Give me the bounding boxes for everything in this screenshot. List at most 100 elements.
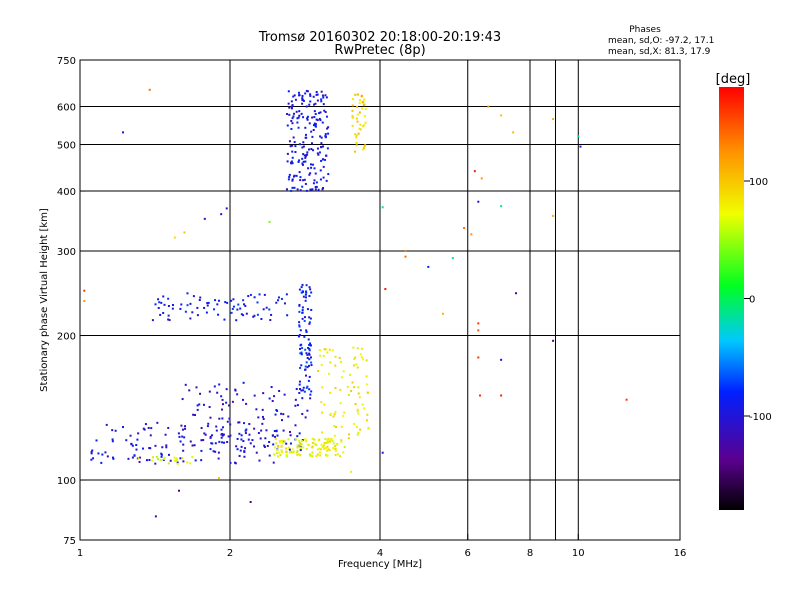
data-point <box>359 353 362 356</box>
data-point <box>173 456 176 459</box>
data-point <box>360 356 363 359</box>
data-point <box>278 451 281 454</box>
y-tick-label: 400 <box>57 187 76 198</box>
data-point <box>262 418 265 421</box>
data-point <box>189 317 192 320</box>
data-point <box>381 206 384 209</box>
data-point <box>334 386 337 389</box>
data-point <box>318 447 321 450</box>
data-point <box>292 450 295 453</box>
data-point <box>298 441 301 444</box>
data-point <box>296 404 299 407</box>
data-point <box>289 434 292 437</box>
data-point <box>340 440 343 443</box>
data-point <box>292 136 295 139</box>
data-point <box>307 364 310 367</box>
data-point <box>309 344 312 347</box>
data-point <box>300 389 303 392</box>
data-point <box>294 424 297 427</box>
data-point <box>154 303 157 306</box>
data-point <box>176 459 179 462</box>
data-point <box>305 361 308 364</box>
data-point <box>332 415 335 418</box>
data-point <box>158 301 161 304</box>
data-point <box>292 112 295 115</box>
data-point <box>301 317 304 320</box>
data-point <box>327 132 330 135</box>
data-point <box>309 342 312 345</box>
data-point <box>268 397 271 400</box>
colorbar-tick-label: 0 <box>749 295 755 306</box>
data-point <box>308 316 311 319</box>
data-point <box>293 186 296 189</box>
data-point <box>156 458 159 461</box>
data-point <box>328 372 331 375</box>
data-point <box>310 148 313 151</box>
data-point <box>225 401 228 404</box>
data-point <box>305 374 308 377</box>
data-point <box>320 443 323 446</box>
data-point <box>156 421 159 424</box>
data-point <box>347 393 350 396</box>
data-point <box>500 394 503 397</box>
data-point <box>249 500 252 503</box>
data-point <box>342 414 345 417</box>
data-point <box>238 454 241 457</box>
data-point <box>217 476 220 479</box>
data-point <box>315 118 318 121</box>
data-point <box>291 162 294 165</box>
data-point <box>306 443 309 446</box>
data-point <box>289 145 292 148</box>
data-point <box>256 301 259 304</box>
data-point <box>159 459 162 462</box>
data-point <box>296 451 299 454</box>
data-point <box>310 390 313 393</box>
data-point <box>327 437 330 440</box>
data-point <box>362 148 365 151</box>
data-point <box>366 413 369 416</box>
data-point <box>287 178 290 181</box>
data-point <box>227 435 230 438</box>
data-point <box>308 148 311 151</box>
data-point <box>165 446 168 449</box>
data-point <box>247 438 250 441</box>
data-point <box>200 427 203 430</box>
data-point <box>175 457 178 460</box>
data-point <box>220 436 223 439</box>
data-point <box>310 142 313 145</box>
data-point <box>350 390 353 393</box>
data-point <box>179 457 182 460</box>
data-point <box>331 349 334 352</box>
stats-heading: Phases <box>629 25 661 35</box>
data-point <box>357 431 360 434</box>
data-point <box>313 122 316 125</box>
data-point <box>306 117 309 120</box>
data-point <box>137 457 140 460</box>
data-point <box>253 394 256 397</box>
data-point <box>280 412 283 415</box>
data-point <box>357 392 360 395</box>
data-point <box>299 443 302 446</box>
data-point <box>273 430 276 433</box>
data-point <box>304 296 307 299</box>
data-point <box>325 115 328 118</box>
data-point <box>288 430 291 433</box>
data-point <box>269 319 272 322</box>
data-point <box>273 395 276 398</box>
data-point <box>280 297 283 300</box>
data-point <box>181 435 184 438</box>
data-point <box>260 429 263 432</box>
data-point <box>243 422 246 425</box>
data-point <box>297 160 300 163</box>
data-point <box>167 318 170 321</box>
chart-title: Tromsø 20160302 20:18:00-20:19:43 <box>258 30 501 45</box>
data-point <box>266 444 269 447</box>
data-point <box>160 301 163 304</box>
data-point <box>331 439 334 442</box>
data-point <box>326 351 329 354</box>
data-point <box>304 182 307 185</box>
data-point <box>325 441 328 444</box>
data-point <box>310 291 313 294</box>
data-point <box>326 445 329 448</box>
data-point <box>302 145 305 148</box>
